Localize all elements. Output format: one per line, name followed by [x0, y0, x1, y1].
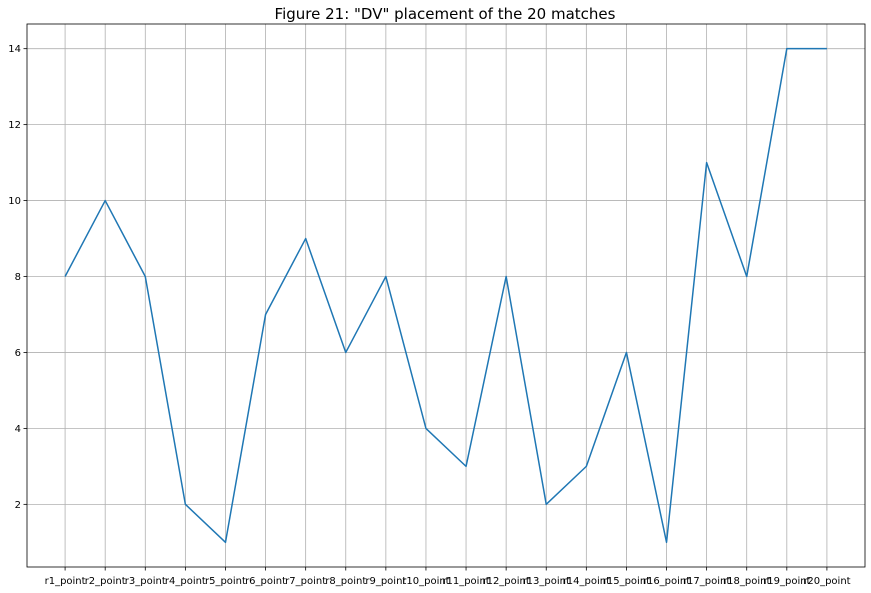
y-tick-label: 2 — [15, 500, 21, 511]
series-line — [64, 47, 827, 544]
x-tick-label: r6_point — [245, 576, 286, 587]
y-tick-label: 10 — [8, 196, 21, 207]
x-tick-label: r10_point — [402, 576, 449, 587]
y-tick-label: 12 — [8, 120, 21, 131]
x-tick-label: r17_point — [683, 576, 730, 587]
x-tick-label: r14_point — [563, 576, 610, 587]
x-tick-label: r7_point — [285, 576, 326, 587]
x-tick-label: r20_point — [803, 576, 850, 587]
x-tick-label: r11_point — [442, 576, 489, 587]
x-tick-label: r1_point — [45, 576, 86, 587]
x-tick-label: r4_point — [165, 576, 206, 587]
x-tick-label: r15_point — [603, 576, 650, 587]
y-tick-label: 6 — [15, 348, 21, 359]
x-tick-label: r13_point — [523, 576, 570, 587]
series-layer — [64, 47, 828, 544]
x-tick-label: r18_point — [723, 576, 770, 587]
x-tick-label: r19_point — [763, 576, 810, 587]
chart-title: Figure 21: "DV" placement of the 20 matc… — [275, 5, 616, 23]
tick-labels: r1_point r2_point r3_point r4_point r5_point… — [8, 44, 850, 587]
y-tick-label: 8 — [15, 272, 21, 283]
x-tick-label: r2_point — [85, 576, 126, 587]
x-tick-label: r8_point — [325, 576, 366, 587]
x-tick-label: r3_point — [125, 576, 166, 587]
x-tick-label: r12_point — [482, 576, 529, 587]
x-tick-label: r9_point — [365, 576, 406, 587]
grid-lines — [27, 24, 865, 567]
axis-ticks — [23, 48, 828, 571]
y-tick-label: 4 — [15, 424, 21, 435]
x-tick-label: r16_point — [643, 576, 690, 587]
plot-frame — [26, 23, 866, 568]
x-tick-label: r5_point — [205, 576, 246, 587]
y-tick-label: 14 — [8, 44, 21, 55]
